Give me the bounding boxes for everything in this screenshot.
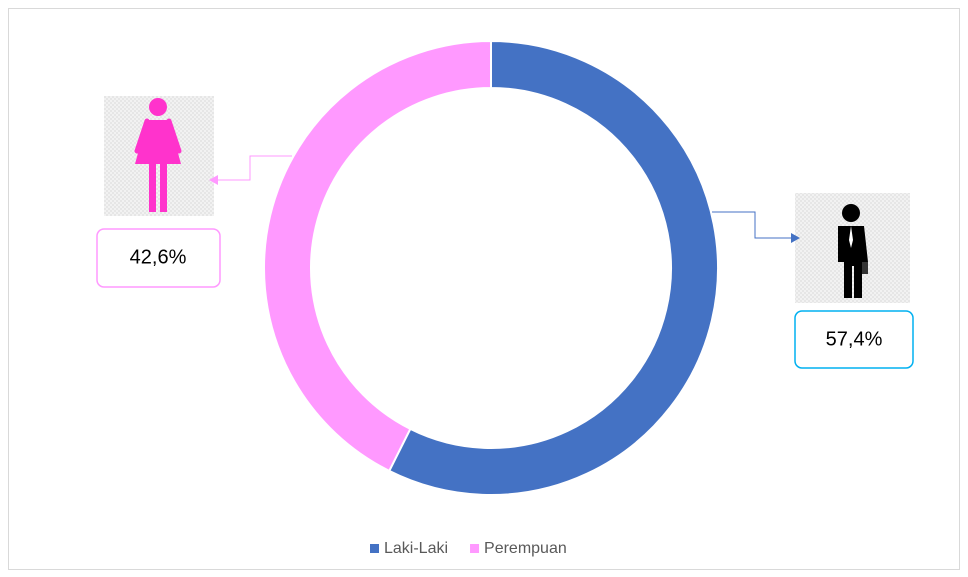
label-box — [794, 310, 914, 369]
donut-slice — [263, 39, 492, 473]
male-icon — [795, 193, 910, 303]
data-label: 57,4% — [826, 328, 883, 350]
leader-lines — [209, 155, 800, 243]
female-icon — [104, 96, 214, 216]
legend-label: Perempuan — [484, 540, 567, 557]
donut-slice — [387, 39, 719, 496]
legend-label: Laki-Laki — [384, 540, 448, 557]
legend-swatch — [470, 544, 480, 553]
data-label: 42,6% — [130, 246, 187, 268]
label-box — [96, 228, 221, 288]
legend-swatch — [370, 544, 379, 553]
